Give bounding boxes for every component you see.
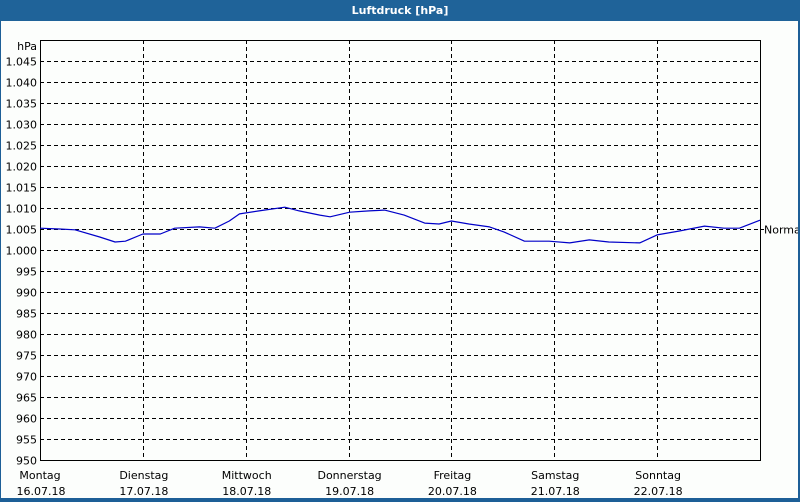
y-tick-label: 995: [16, 266, 37, 279]
y-tick-label: 1.030: [6, 119, 38, 132]
y-tick-label: 975: [16, 350, 37, 363]
x-tick-date-label: 19.07.18: [325, 485, 374, 498]
y-tick-label: 1.025: [6, 140, 38, 153]
x-tick-date-label: 16.07.18: [17, 485, 66, 498]
x-tick-day-label: Montag: [19, 469, 60, 482]
chart-canvas: 1.045 1.040 1.035 1.030 1.025 1.020 1.015 1.010…: [1, 21, 800, 498]
y-tick-label: 1.020: [6, 161, 38, 174]
x-tick-day-label: Mittwoch: [222, 469, 272, 482]
y-tick-label: 1.035: [6, 98, 38, 111]
x-tick-date-label: 20.07.18: [428, 485, 477, 498]
y-tick-label: 960: [16, 413, 37, 426]
x-tick-day-label: Sonntag: [635, 469, 681, 482]
x-tick-day-label: Samstag: [531, 469, 579, 482]
y-tick-label: 1.010: [6, 203, 38, 216]
x-tick-date-label: 17.07.18: [119, 485, 168, 498]
x-tick-day-label: Freitag: [434, 469, 472, 482]
y-tick-label: 990: [16, 287, 37, 300]
y-tick-label: 950: [16, 455, 37, 468]
y-tick-label: 965: [16, 392, 37, 405]
pressure-chart: 1.045 1.040 1.035 1.030 1.025 1.020 1.015 1.010…: [6, 40, 800, 498]
y-tick-label: 970: [16, 371, 37, 384]
y-tick-label: 1.015: [6, 182, 38, 195]
x-tick-day-label: Donnerstag: [317, 469, 381, 482]
pressure-data-line: [39, 206, 761, 244]
x-tick-day-label: Dienstag: [119, 469, 168, 482]
window-title: Luftdruck [hPa]: [0, 0, 800, 21]
y-tick-label: 1.040: [6, 77, 38, 90]
x-tick-date-label: 21.07.18: [531, 485, 580, 498]
y-axis-unit-label: hPa: [17, 40, 37, 53]
y-tick-label: 955: [16, 434, 37, 447]
plot-frame: [40, 40, 761, 461]
y-tick-label: 1.045: [6, 56, 38, 69]
y-tick-label: 980: [16, 329, 37, 342]
x-tick-date-label: 22.07.18: [634, 485, 683, 498]
y-tick-label: 1.005: [6, 224, 38, 237]
normal-reference-label: Normal: [764, 224, 798, 237]
y-tick-label: 1.000: [6, 245, 38, 258]
y-tick-label: 985: [16, 308, 37, 321]
x-tick-date-label: 18.07.18: [222, 485, 271, 498]
